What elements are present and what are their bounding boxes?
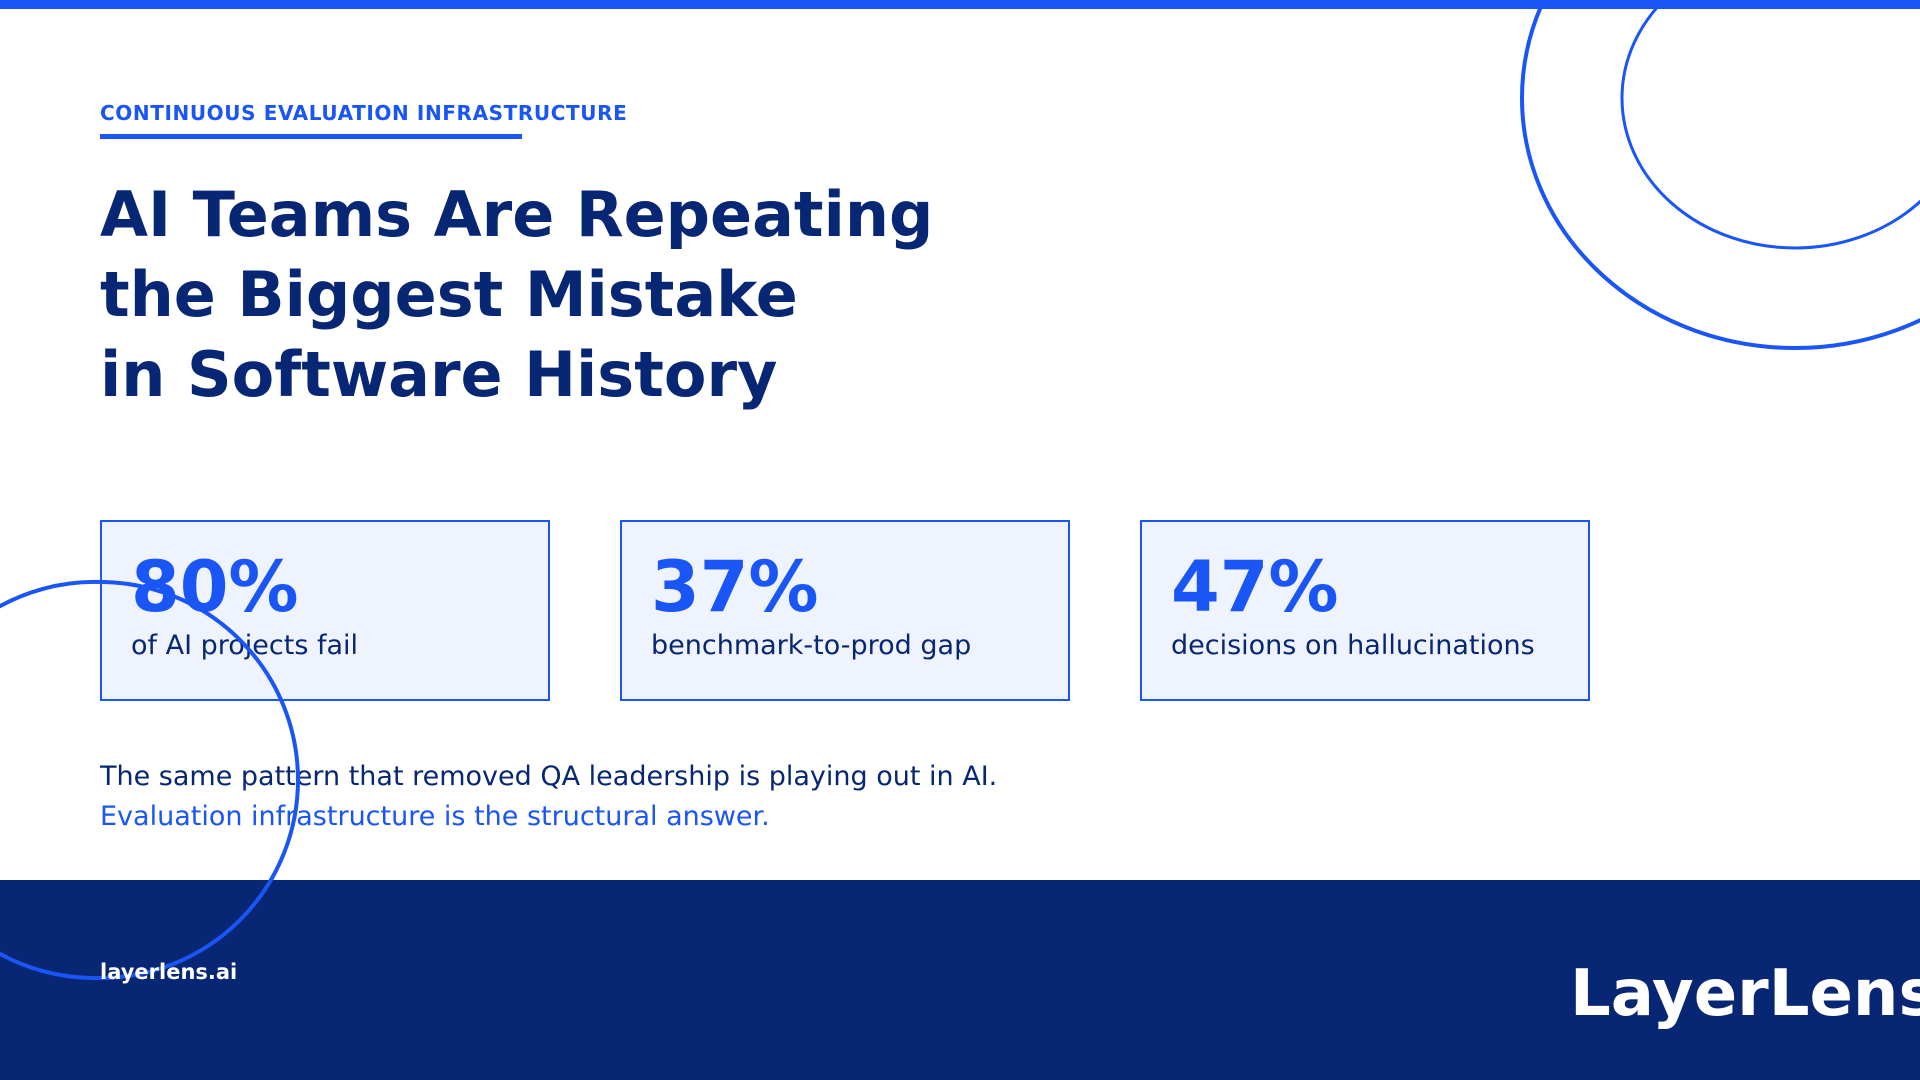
stat-label: of AI projects fail xyxy=(131,630,359,661)
stat-label: decisions on hallucinations xyxy=(1171,630,1535,661)
stat-label: benchmark-to-prod gap xyxy=(651,630,972,661)
footer-band xyxy=(0,880,1920,1080)
eyebrow-label: CONTINUOUS EVALUATION INFRASTRUCTURE xyxy=(100,101,628,125)
inner-ring xyxy=(1620,0,1920,250)
body-text: The same pattern that removed QA leaders… xyxy=(100,757,997,837)
left-ring-tail-top xyxy=(0,579,101,609)
stat-card-hallucinations: 47% decisions on hallucinations xyxy=(1140,520,1590,701)
top-accent-bar xyxy=(0,0,1920,9)
title-line-2: the Biggest Mistake xyxy=(100,258,798,331)
stat-card-benchmark-gap: 37% benchmark-to-prod gap xyxy=(620,520,1070,701)
title-line-3: in Software History xyxy=(100,338,778,411)
stat-card-projects-fail: 80% of AI projects fail xyxy=(100,520,550,701)
eyebrow-underline xyxy=(100,134,522,139)
brand-logo: LayerLens xyxy=(1570,957,1920,1031)
stat-value: 37% xyxy=(651,546,819,628)
stat-value: 80% xyxy=(131,546,299,628)
body-line-2: Evaluation infrastructure is the structu… xyxy=(100,801,770,832)
stat-value: 47% xyxy=(1171,546,1339,628)
footer-website-link[interactable]: layerlens.ai xyxy=(100,960,238,984)
outer-ring xyxy=(1520,0,1920,350)
body-line-1: The same pattern that removed QA leaders… xyxy=(100,761,998,792)
title-line-1: AI Teams Are Repeating xyxy=(100,178,934,251)
page-title: AI Teams Are Repeating the Biggest Mista… xyxy=(100,175,933,415)
